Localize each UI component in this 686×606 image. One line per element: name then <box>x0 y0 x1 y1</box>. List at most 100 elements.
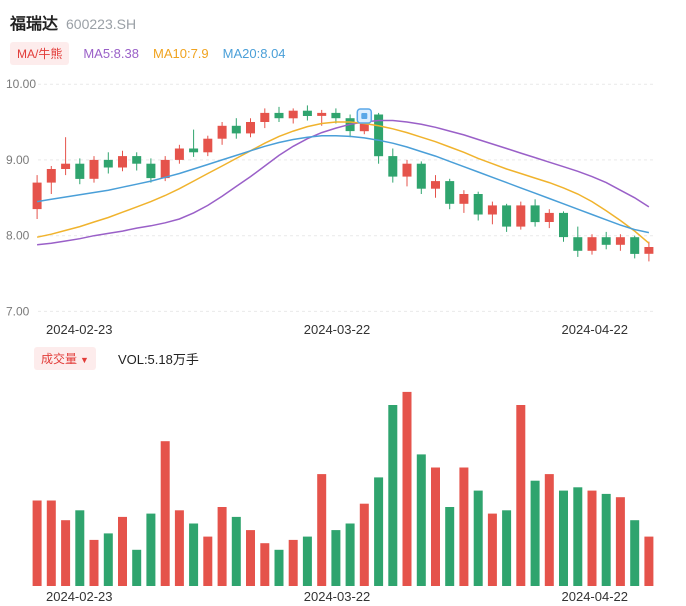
candle-body <box>203 138 213 153</box>
ma5-value: MA5:8.38 <box>83 46 139 61</box>
candle-body <box>559 212 568 238</box>
volume-bar <box>644 536 654 586</box>
signal-marker-icon <box>356 108 373 124</box>
stock-name: 福瑞达 <box>10 16 59 33</box>
volume-header: 成交量 ▼ VOL:5.18万手 <box>0 339 686 376</box>
volume-bar <box>288 539 298 586</box>
volume-bar <box>416 454 426 586</box>
volume-bar <box>544 474 554 586</box>
candle-body <box>89 159 99 179</box>
volume-bar <box>345 523 355 586</box>
candle-body <box>644 247 654 254</box>
volume-bar <box>559 490 568 586</box>
volume-bar <box>402 391 412 586</box>
x-axis-label: 2024-02-23 <box>46 589 113 604</box>
candlesticks <box>32 105 654 262</box>
x-axis-label: 2024-04-22 <box>561 322 629 337</box>
volume-bar <box>374 477 384 586</box>
candle-body <box>601 237 611 245</box>
x-axis-label: 2024-04-22 <box>561 589 629 604</box>
candle-body <box>118 156 127 168</box>
volume-bar <box>146 513 156 586</box>
header: 福瑞达 600223.SH <box>0 0 686 34</box>
candle-body <box>189 148 199 153</box>
volume-bar <box>231 516 241 586</box>
candle-body <box>231 125 241 134</box>
candle-body <box>103 159 113 168</box>
candle-body <box>431 181 440 189</box>
candle-body <box>402 163 412 177</box>
price-tick-label: 10.00 <box>6 77 36 91</box>
volume-bar <box>601 493 611 586</box>
candle-body <box>388 156 398 177</box>
candle-body <box>61 163 71 169</box>
x-axis-label: 2024-02-23 <box>46 322 113 337</box>
chevron-down-icon: ▼ <box>80 355 89 365</box>
candle-body <box>132 156 142 164</box>
volume-bar <box>118 516 127 586</box>
candle-body <box>246 122 255 134</box>
volume-bars <box>32 391 654 586</box>
volume-bar <box>61 520 71 586</box>
ma10-line <box>36 121 650 244</box>
candle-body <box>46 169 56 183</box>
volume-bar <box>445 507 455 586</box>
candle-body <box>32 182 42 210</box>
candle-body <box>573 237 583 251</box>
ma20-line <box>36 134 650 234</box>
volume-bar <box>203 536 213 586</box>
volume-bar <box>174 510 184 586</box>
x-axis-label: 2024-03-22 <box>303 589 371 604</box>
candle-body <box>317 112 327 116</box>
volume-bar <box>473 490 483 586</box>
candle-body <box>160 159 170 179</box>
volume-bar <box>388 405 398 586</box>
volume-bar <box>530 480 540 586</box>
volume-bar <box>160 441 170 586</box>
volume-bar <box>615 497 625 586</box>
candle-body <box>302 110 312 116</box>
ma-legend: MA/牛熊 MA5:8.38 MA10:7.9 MA20:8.04 <box>0 34 686 69</box>
volume-bar <box>217 507 227 586</box>
price-chart[interactable]: 10.00 9.00 8.00 7.00 <box>0 69 686 319</box>
candle-body <box>260 112 270 122</box>
volume-bar <box>75 510 85 586</box>
candle-body <box>459 194 469 204</box>
candle-body <box>288 110 298 119</box>
volume-bar <box>132 549 142 586</box>
volume-bar <box>302 536 312 586</box>
volume-bar <box>573 487 583 586</box>
volume-bar <box>46 500 56 586</box>
candle-body <box>374 114 384 157</box>
ma10-value: MA10:7.9 <box>153 46 209 61</box>
volume-indicator-badge[interactable]: 成交量 ▼ <box>34 347 96 370</box>
volume-bar <box>331 530 341 586</box>
volume-bar <box>359 503 369 586</box>
candle-body <box>473 194 483 215</box>
candle-body <box>274 112 284 119</box>
price-tick-label: 7.00 <box>6 304 30 318</box>
volume-bar <box>89 539 99 586</box>
candle-body <box>174 148 184 160</box>
candle-body <box>587 237 597 251</box>
volume-bar <box>260 543 270 586</box>
volume-x-axis: 2024-02-23 2024-03-22 2024-04-22 <box>0 586 686 606</box>
volume-bar <box>189 523 199 586</box>
volume-bar <box>459 467 469 586</box>
stock-code: 600223.SH <box>66 16 137 32</box>
price-gridlines: 10.00 9.00 8.00 7.00 <box>6 77 656 318</box>
candle-body <box>544 212 554 222</box>
volume-bar <box>246 530 255 586</box>
ma20-value: MA20:8.04 <box>222 46 286 61</box>
price-tick-label: 9.00 <box>6 153 30 167</box>
volume-bar <box>502 510 512 586</box>
volume-chart[interactable] <box>0 376 686 586</box>
ma5-line <box>37 119 650 246</box>
volume-bar <box>487 513 497 586</box>
volume-bar <box>587 490 597 586</box>
price-x-axis: 2024-02-23 2024-03-22 2024-04-22 <box>0 319 686 339</box>
volume-bar <box>431 467 440 586</box>
volume-bar <box>630 520 640 586</box>
candle-body <box>75 163 85 179</box>
ma-indicator-badge[interactable]: MA/牛熊 <box>10 42 70 65</box>
